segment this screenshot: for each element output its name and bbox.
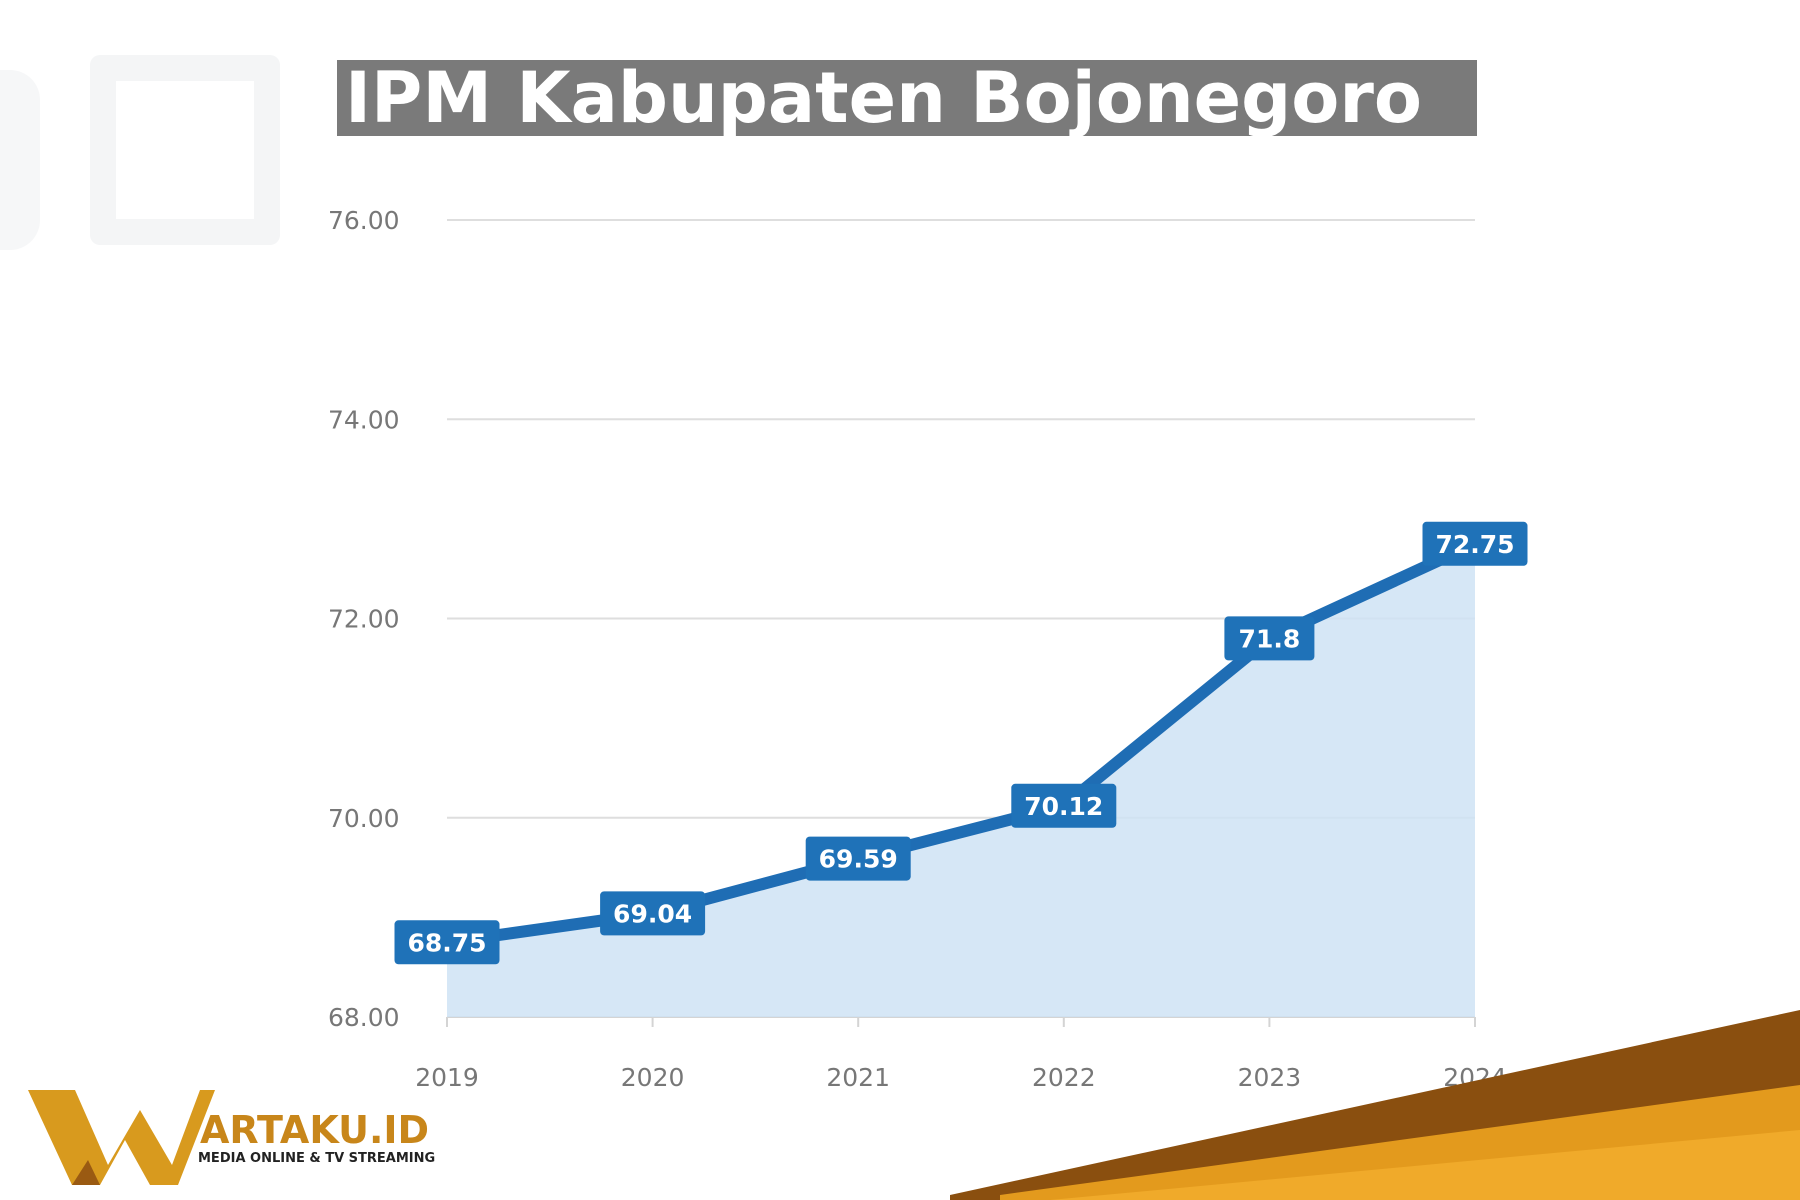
y-tick-label: 74.00 [328,405,400,434]
data-label: 70.12 [1011,783,1117,828]
data-label-box [805,836,911,881]
background-decoration-square [90,55,280,245]
data-label-box [1011,783,1117,828]
brand-w-shadow [72,1160,100,1185]
data-label: 69.59 [805,836,911,881]
brand-tagline: MEDIA ONLINE & TV STREAMING [198,1151,435,1166]
data-label-text: 70.12 [1024,792,1103,821]
brand-w-icon [28,1090,215,1185]
chart-title: IPM Kabupaten Bojonegoro [337,57,1477,139]
data-label: 68.75 [394,920,500,965]
area-polygon [447,543,1475,1017]
data-label-text: 69.04 [613,899,692,928]
data-label: 72.75 [1422,521,1528,566]
brand-name: ARTAKU.ID [200,1108,429,1152]
data-label-text: 68.75 [407,928,486,957]
data-label: 71.8 [1224,616,1315,661]
data-label-box [600,891,706,936]
x-tick-label: 2020 [621,1063,685,1092]
x-tick-labels: 2019 2020 2021 2022 2023 2024 [415,1017,1507,1092]
x-tick-label: 2022 [1032,1063,1096,1092]
data-label: 69.04 [600,891,706,936]
data-label-text: 72.75 [1435,530,1514,559]
x-tick-label: 2023 [1238,1063,1302,1092]
y-tick-labels: 68.00 70.00 72.00 74.00 76.00 [328,206,400,1032]
data-label-box [1224,616,1315,661]
y-tick-label: 76.00 [328,206,400,235]
brand-logo: ARTAKU.ID MEDIA ONLINE & TV STREAMING [28,1090,435,1185]
x-tick-label: 2021 [826,1063,890,1092]
y-tick-label: 72.00 [328,605,400,634]
y-tick-label: 70.00 [328,804,400,833]
corner-decoration [950,1010,1800,1200]
data-label-text: 69.59 [819,845,898,874]
data-label-box [1422,521,1528,566]
title-text: IPM Kabupaten Bojonegoro [345,57,1422,139]
data-labels: 68.75 69.04 69.59 70.12 71.8 72.75 [394,521,1528,965]
title-background [337,60,1477,136]
area-fill [447,543,1475,1017]
corner-stripe-light [1050,1130,1800,1200]
data-label-text: 71.8 [1239,624,1301,653]
x-tick-label: 2019 [415,1063,479,1092]
y-tick-label: 68.00 [328,1003,400,1032]
data-label-box [394,920,500,965]
background-decoration-left [0,70,40,250]
